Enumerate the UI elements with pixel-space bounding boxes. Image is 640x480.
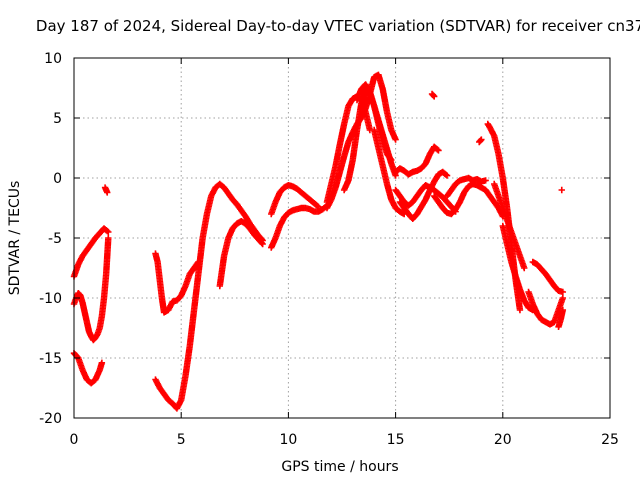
series-track-v — [484, 120, 524, 314]
data-point — [259, 237, 266, 244]
data-point — [258, 236, 266, 243]
series-track-ab — [555, 306, 567, 330]
series-track-u — [428, 90, 438, 100]
series-track-e — [152, 250, 202, 316]
data-points — [70, 71, 567, 412]
series-track-x — [499, 222, 537, 314]
data-point — [314, 202, 321, 210]
data-point — [435, 147, 442, 154]
series-track-y — [476, 136, 485, 146]
series-track-f — [152, 180, 241, 412]
series-track-c — [70, 350, 106, 387]
series-track-r — [396, 168, 451, 222]
series-track-b — [70, 234, 112, 344]
y-tick-label: -20 — [39, 411, 62, 427]
y-tick-label: -15 — [39, 351, 62, 367]
data-point — [559, 288, 567, 296]
data-point — [392, 136, 399, 143]
series-track-t — [443, 174, 489, 200]
x-tick-label: 0 — [70, 432, 79, 448]
series-track-g — [216, 218, 266, 290]
data-point — [105, 228, 112, 236]
series-track-h — [233, 201, 266, 244]
series-track-j — [268, 182, 322, 218]
y-tick-label: 0 — [53, 171, 62, 187]
series-track-p — [392, 143, 442, 178]
x-axis-label: GPS time / hours — [281, 459, 398, 475]
data-point — [443, 172, 451, 179]
x-tick-label: 20 — [494, 432, 512, 448]
data-point — [442, 171, 450, 178]
data-point — [98, 359, 106, 366]
x-tick-label: 25 — [601, 432, 619, 448]
axes: 0 5 10 15 20 25 -20 -15 -10 -5 0 5 10 — [39, 51, 619, 448]
series-track-z — [529, 258, 567, 296]
series-track-ac — [558, 186, 565, 194]
data-point — [558, 186, 565, 194]
series-track-d — [101, 184, 111, 196]
y-tick-label: -10 — [39, 291, 62, 307]
data-point — [559, 306, 567, 314]
grid — [74, 58, 610, 418]
y-tick-label: 10 — [44, 51, 62, 67]
data-point — [521, 264, 528, 272]
y-axis-label: SDTVAR / TECUs — [7, 181, 23, 296]
data-point — [105, 234, 112, 242]
data-point — [430, 93, 438, 100]
series-track-o — [370, 126, 408, 218]
data-point — [478, 136, 485, 143]
data-point — [482, 177, 489, 184]
x-tick-label: 5 — [177, 432, 186, 448]
y-tick-label: 5 — [53, 111, 62, 127]
x-tick-label: 15 — [387, 432, 405, 448]
series-track-s — [430, 180, 506, 220]
data-point — [104, 227, 111, 235]
chart-title: Day 187 of 2024, Sidereal Day-to-day VTE… — [36, 17, 640, 35]
data-point — [434, 146, 441, 153]
data-point — [516, 306, 524, 314]
y-tick-label: -5 — [48, 231, 62, 247]
x-tick-label: 10 — [279, 432, 297, 448]
data-point — [104, 189, 111, 196]
series-track-aa — [525, 288, 567, 328]
data-point — [315, 203, 322, 210]
data-point — [559, 294, 567, 302]
series-track-w — [491, 180, 528, 272]
series-track-i — [268, 202, 331, 251]
